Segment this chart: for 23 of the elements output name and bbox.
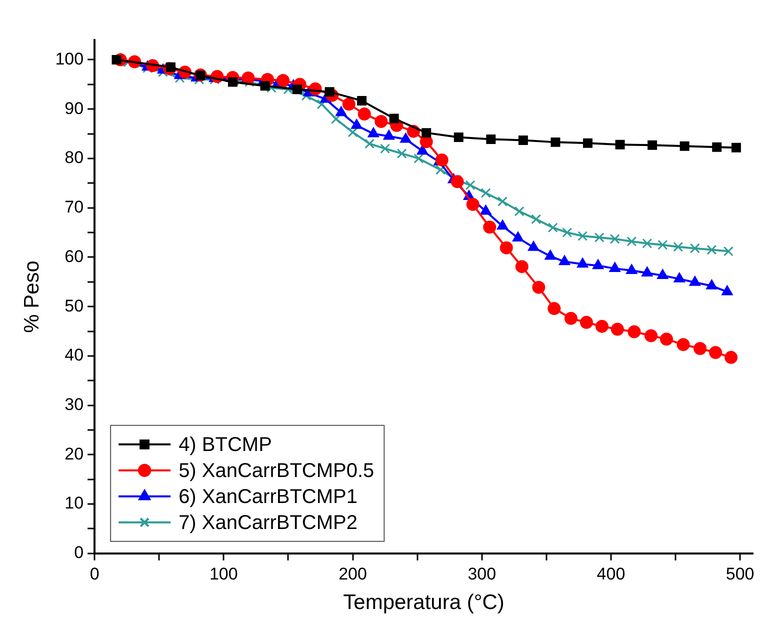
y-tick-label: 50 [64,296,84,316]
x-tick-label: 0 [90,564,100,584]
legend-label: 4) BTCMP [178,434,272,456]
y-tick-label: 30 [64,394,84,414]
y-tick-label: 10 [64,494,84,513]
x-tick-label: 100 [209,564,238,584]
y-tick-label: 20 [64,444,84,464]
y-tick-label: 90 [64,98,84,118]
y-tick-label: 0 [74,543,84,562]
x-tick-label: 300 [468,564,496,584]
x-tick-label: 400 [596,564,626,584]
y-axis-title: % Peso [20,260,44,333]
y-tick-label: 100 [55,49,84,68]
legend-label: 7) XanCarrBTCMP2 [178,512,358,534]
y-tick-label: 70 [64,198,84,217]
legend-label: 5) XanCarrBTCMP0.5 [178,460,374,482]
y-tick-label: 80 [64,148,84,168]
y-tick-label: 40 [64,346,84,365]
y-tick-label: 60 [64,246,84,266]
x-axis-title: Temperatura (°C) [343,591,504,614]
x-tick-label: 500 [726,564,754,584]
legend-label: 6) XanCarrBTCMP1 [178,486,358,508]
x-tick-label: 200 [338,564,367,584]
